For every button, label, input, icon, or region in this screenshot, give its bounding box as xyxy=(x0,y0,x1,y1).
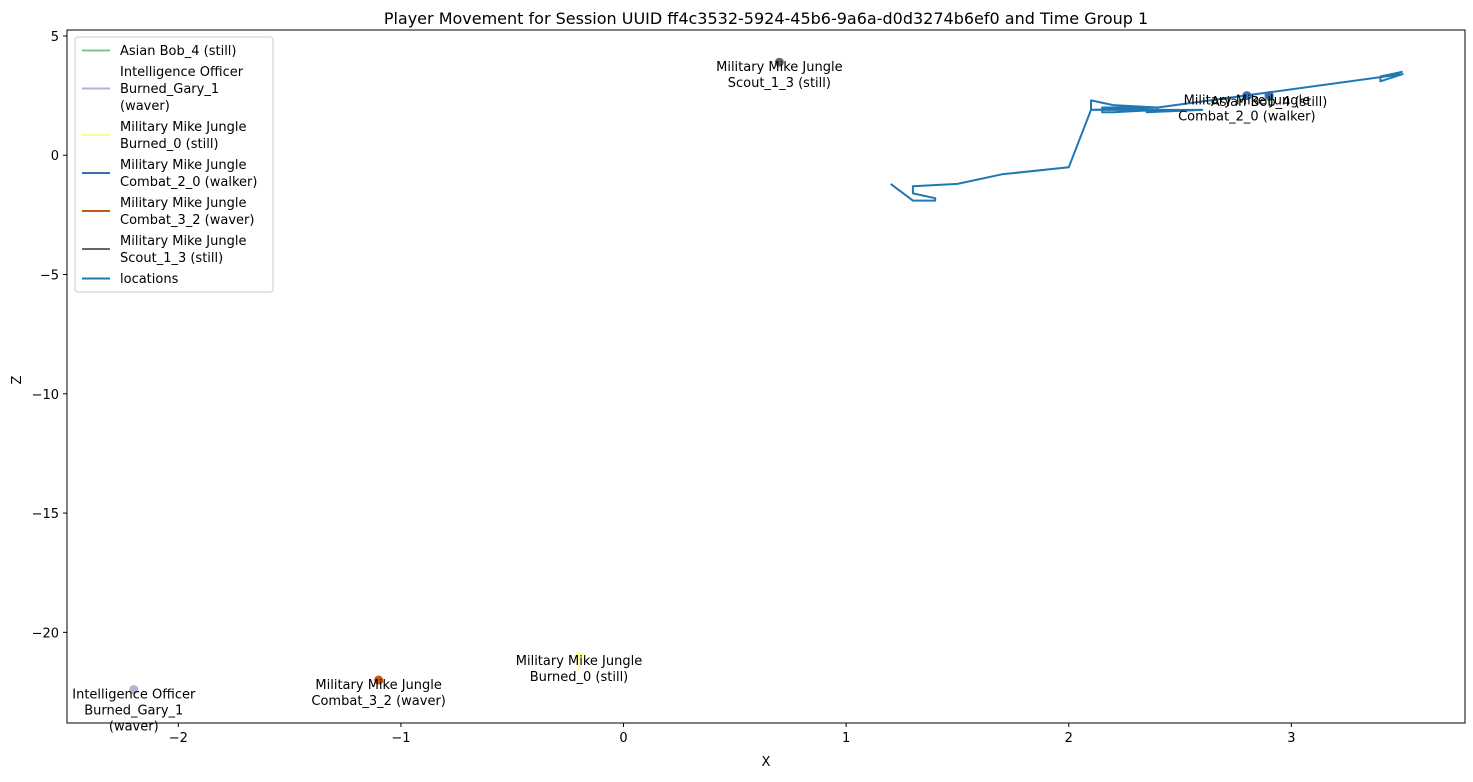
legend-label-line: Combat_2_0 (walker) xyxy=(120,175,257,190)
annotation-line: Combat_3_2 (waver) xyxy=(311,694,445,709)
plot-markers xyxy=(129,57,1274,695)
legend-label-line: Scout_1_3 (still) xyxy=(120,251,223,266)
data-point-1 xyxy=(1264,91,1274,101)
y-axis-ticks: 5 0 −5 −10 −15 −20 xyxy=(32,30,67,641)
point-annotation-2: Asian Bob_4 (still) xyxy=(1211,95,1328,110)
y-tick-label: −5 xyxy=(40,269,59,284)
plot-lines xyxy=(133,62,1404,693)
legend-label-line: (waver) xyxy=(120,99,170,114)
data-point-3 xyxy=(774,57,784,67)
legend-label-line: Intelligence Officer xyxy=(120,65,244,80)
x-tick-label: −1 xyxy=(391,731,410,746)
x-tick-label: 0 xyxy=(619,731,627,746)
point-annotation-0: Military Mike Jungle Scout_1_3 (still) xyxy=(716,60,842,91)
y-axis-label: Z xyxy=(10,375,25,384)
legend-label-1: Intelligence Officer Burned_Gary_1 (waver) xyxy=(120,65,244,114)
annotation-line: Military Mike Jungle xyxy=(716,60,842,75)
legend-box xyxy=(74,36,274,293)
annotation-line: Asian Bob_4 (still) xyxy=(1211,95,1328,110)
chart-title: Player Movement for Session UUID ff4c353… xyxy=(384,9,1148,28)
legend-label-line: Combat_3_2 (waver) xyxy=(120,213,254,228)
x-axis-label: X xyxy=(762,755,771,770)
legend-label-line: Military Mike Jungle xyxy=(120,158,246,173)
data-point-6 xyxy=(129,685,139,695)
legend: Asian Bob_4 (still) Intelligence Officer B… xyxy=(74,36,274,293)
legend-label-6: locations xyxy=(120,272,179,287)
annotation-line: Scout_1_3 (still) xyxy=(728,76,831,91)
y-tick-label: −10 xyxy=(32,388,59,403)
annotation-line: Combat_2_0 (walker) xyxy=(1178,110,1315,125)
x-tick-label: 2 xyxy=(1065,731,1073,746)
series-line-6 xyxy=(890,70,1404,202)
legend-label-line: Burned_Gary_1 xyxy=(120,82,219,97)
annotation-line: Military Mike Jungle xyxy=(315,678,441,693)
y-tick-label: −15 xyxy=(32,507,59,522)
legend-label-line: Asian Bob_4 (still) xyxy=(120,44,237,59)
legend-label-line: locations xyxy=(120,272,179,287)
plot-annotations: Military Mike Jungle Scout_1_3 (still)Mil… xyxy=(72,60,1327,734)
legend-label-2: Military Mike Jungle Burned_0 (still) xyxy=(120,120,246,152)
point-annotation-3: Military Mike Jungle Burned_0 (still) xyxy=(516,654,642,685)
x-tick-label: 1 xyxy=(842,731,850,746)
data-point-5 xyxy=(374,675,384,685)
annotation-line: Military Mike Jungle xyxy=(516,654,642,669)
annotation-line: (waver) xyxy=(109,720,159,735)
x-tick-label: −2 xyxy=(169,731,188,746)
x-axis-ticks: −2 −1 0 1 2 3 xyxy=(169,723,1296,746)
annotation-line: Burned_0 (still) xyxy=(530,670,629,685)
y-tick-label: 5 xyxy=(51,30,59,45)
data-point-2 xyxy=(1242,91,1252,101)
legend-label-line: Burned_0 (still) xyxy=(120,137,219,152)
y-tick-label: −20 xyxy=(32,626,59,641)
point-annotation-5: Intelligence Officer Burned_Gary_1 (waver) xyxy=(72,688,196,735)
legend-label-line: Military Mike Jungle xyxy=(120,196,246,211)
plot-frame xyxy=(66,29,1466,724)
legend-label-4: Military Mike Jungle Combat_3_2 (waver) xyxy=(120,196,254,228)
legend-label-line: Military Mike Jungle xyxy=(120,120,246,135)
x-tick-label: 3 xyxy=(1287,731,1295,746)
point-annotation-4: Military Mike Jungle Combat_3_2 (waver) xyxy=(311,678,445,709)
annotation-line: Intelligence Officer xyxy=(72,688,196,703)
legend-label-3: Military Mike Jungle Combat_2_0 (walker) xyxy=(120,158,257,190)
annotation-line: Military Mike Jungle xyxy=(1184,94,1310,109)
legend-label-line: Military Mike Jungle xyxy=(120,234,246,249)
y-tick-label: 0 xyxy=(51,149,59,164)
legend-label-0: Asian Bob_4 (still) xyxy=(120,44,237,59)
legend-label-5: Military Mike Jungle Scout_1_3 (still) xyxy=(120,234,246,266)
annotation-line: Burned_Gary_1 xyxy=(84,704,183,719)
point-annotation-1: Military Mike Jungle Combat_2_0 (walker) xyxy=(1178,94,1315,125)
data-point-4 xyxy=(574,651,584,661)
